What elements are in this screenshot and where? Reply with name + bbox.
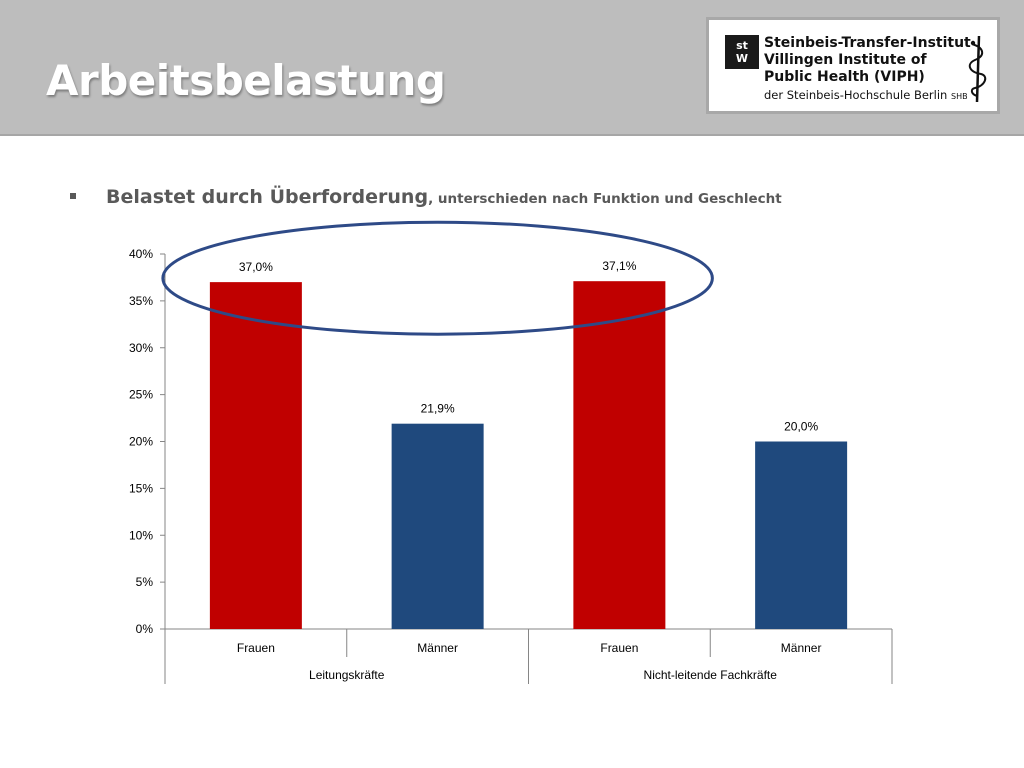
staff-of-asclepius-icon — [968, 35, 987, 103]
group-label: Nicht-leitende Fachkräfte — [644, 668, 778, 682]
highlight-ellipse — [161, 220, 714, 336]
bar-frauen — [573, 281, 666, 629]
institute-logo: st W Steinbeis-Transfer-Institut Villing… — [706, 17, 1000, 114]
bullet-subtext: , unterschieden nach Funktion und Geschl… — [428, 191, 782, 207]
category-label: Frauen — [600, 641, 638, 655]
y-tick-label: 0% — [136, 622, 154, 636]
bar-frauen — [209, 282, 302, 629]
category-label: Männer — [781, 641, 822, 655]
data-label: 20,0% — [784, 420, 818, 434]
category-label: Frauen — [237, 641, 275, 655]
y-tick-label: 5% — [136, 575, 154, 589]
logo-line-1: Steinbeis-Transfer-Institut — [764, 35, 971, 51]
data-label: 21,9% — [421, 402, 455, 416]
logo-mark-top: st — [736, 39, 748, 52]
bullet-point: Belastet durch Überforderung, unterschie… — [70, 186, 782, 208]
y-tick-label: 15% — [129, 481, 153, 495]
square-bullet-icon — [70, 193, 76, 199]
y-tick-label: 35% — [129, 294, 153, 308]
logo-mark-bottom: W — [735, 52, 749, 65]
group-label: Leitungskräfte — [309, 668, 385, 682]
y-tick-label: 40% — [129, 247, 153, 261]
logo-line-2: Villingen Institute of — [764, 52, 927, 68]
logo-line-4: der Steinbeis-Hochschule Berlin SHB — [764, 88, 968, 102]
bar-männer — [755, 441, 848, 629]
bullet-main-text: Belastet durch Überforderung — [106, 186, 429, 208]
data-label: 37,0% — [239, 260, 273, 274]
slide-title: Arbeitsbelastung — [46, 56, 446, 105]
header-band: Arbeitsbelastung st W Steinbeis-Transfer… — [0, 0, 1024, 136]
bar-männer — [391, 423, 484, 629]
y-tick-label: 20% — [129, 435, 153, 449]
data-label: 37,1% — [602, 259, 636, 273]
y-tick-label: 25% — [129, 388, 153, 402]
logo-line-3: Public Health (VIPH) — [764, 69, 925, 85]
category-label: Männer — [417, 641, 458, 655]
stw-logo-icon: st W — [725, 35, 759, 69]
y-tick-label: 30% — [129, 341, 153, 355]
y-tick-label: 10% — [129, 528, 153, 542]
logo-line-4-suffix: SHB — [950, 92, 968, 101]
